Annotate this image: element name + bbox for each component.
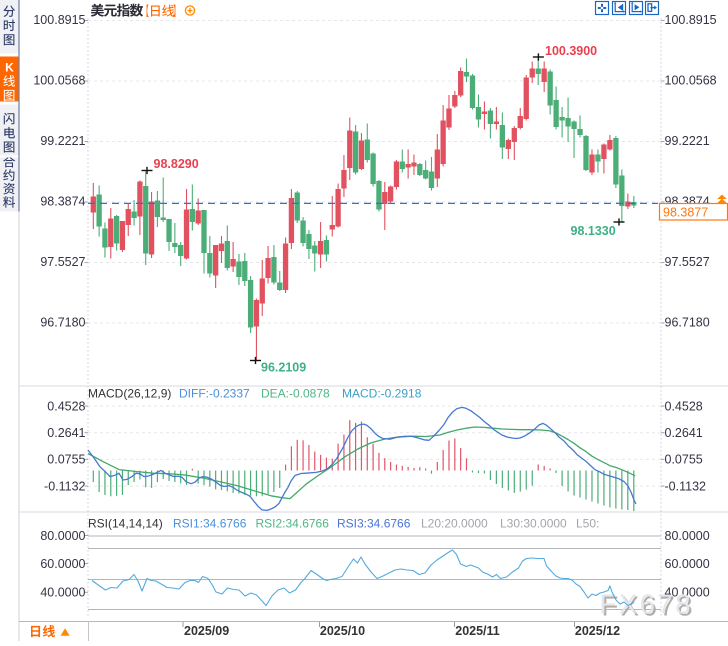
svg-text:60.0000: 60.0000	[40, 557, 85, 571]
svg-text:FX678: FX678	[600, 589, 694, 620]
svg-text:96.2109: 96.2109	[261, 361, 306, 375]
svg-text:2025/09: 2025/09	[184, 624, 229, 638]
svg-text:2025/10: 2025/10	[320, 624, 365, 638]
svg-text:100.8915: 100.8915	[665, 13, 717, 27]
svg-text:0.0755: 0.0755	[47, 453, 85, 467]
svg-text:RSI(14,14,14): RSI(14,14,14)	[88, 517, 163, 531]
svg-text:0.0755: 0.0755	[665, 453, 703, 467]
svg-text:99.2221: 99.2221	[665, 134, 710, 148]
svg-text:98.1330: 98.1330	[571, 224, 616, 238]
svg-text:99.2221: 99.2221	[40, 134, 85, 148]
svg-text:L30:30.0000: L30:30.0000	[500, 517, 567, 531]
svg-text:60.0000: 60.0000	[665, 557, 710, 571]
svg-text:96.7180: 96.7180	[40, 316, 85, 330]
svg-text:98.8290: 98.8290	[154, 157, 199, 171]
svg-text:DEA:-0.0878: DEA:-0.0878	[261, 387, 330, 401]
svg-text:97.5527: 97.5527	[665, 255, 710, 269]
svg-text:40.0000: 40.0000	[40, 586, 85, 600]
svg-text:80.0000: 80.0000	[40, 529, 85, 543]
svg-text:MACD(26,12,9): MACD(26,12,9)	[88, 387, 171, 401]
svg-text:L50:: L50:	[576, 517, 599, 531]
svg-text:40.0000: 40.0000	[665, 586, 710, 600]
svg-text:RSI2:34.6766: RSI2:34.6766	[256, 517, 330, 531]
svg-text:100.0568: 100.0568	[665, 74, 717, 88]
svg-text:MACD:-0.2918: MACD:-0.2918	[342, 387, 422, 401]
svg-text:96.7180: 96.7180	[665, 316, 710, 330]
svg-text:K: K	[5, 61, 14, 75]
svg-text:98.3874: 98.3874	[40, 195, 85, 209]
svg-text:0.4528: 0.4528	[665, 399, 703, 413]
svg-text:2025/11: 2025/11	[455, 624, 500, 638]
svg-text:-0.1132: -0.1132	[44, 479, 86, 493]
svg-text:80.0000: 80.0000	[665, 529, 710, 543]
svg-text:RSI3:34.6766: RSI3:34.6766	[337, 517, 411, 531]
svg-text:FX678: FX678	[602, 591, 696, 622]
svg-text:100.8915: 100.8915	[33, 13, 85, 27]
svg-text:RSI1:34.6766: RSI1:34.6766	[173, 517, 247, 531]
svg-text:0.2641: 0.2641	[665, 426, 703, 440]
svg-text:98.3877: 98.3877	[663, 205, 708, 219]
svg-text:2025/12: 2025/12	[575, 624, 620, 638]
svg-text:-0.1132: -0.1132	[665, 479, 707, 493]
svg-text:97.5527: 97.5527	[40, 255, 85, 269]
svg-text:100.3900: 100.3900	[545, 44, 597, 58]
svg-text:0.4528: 0.4528	[47, 399, 85, 413]
svg-text:0.2641: 0.2641	[47, 426, 85, 440]
svg-text:L20:20.0000: L20:20.0000	[421, 517, 488, 531]
svg-text:DIFF:-0.2337: DIFF:-0.2337	[179, 387, 250, 401]
svg-text:100.0568: 100.0568	[33, 74, 85, 88]
